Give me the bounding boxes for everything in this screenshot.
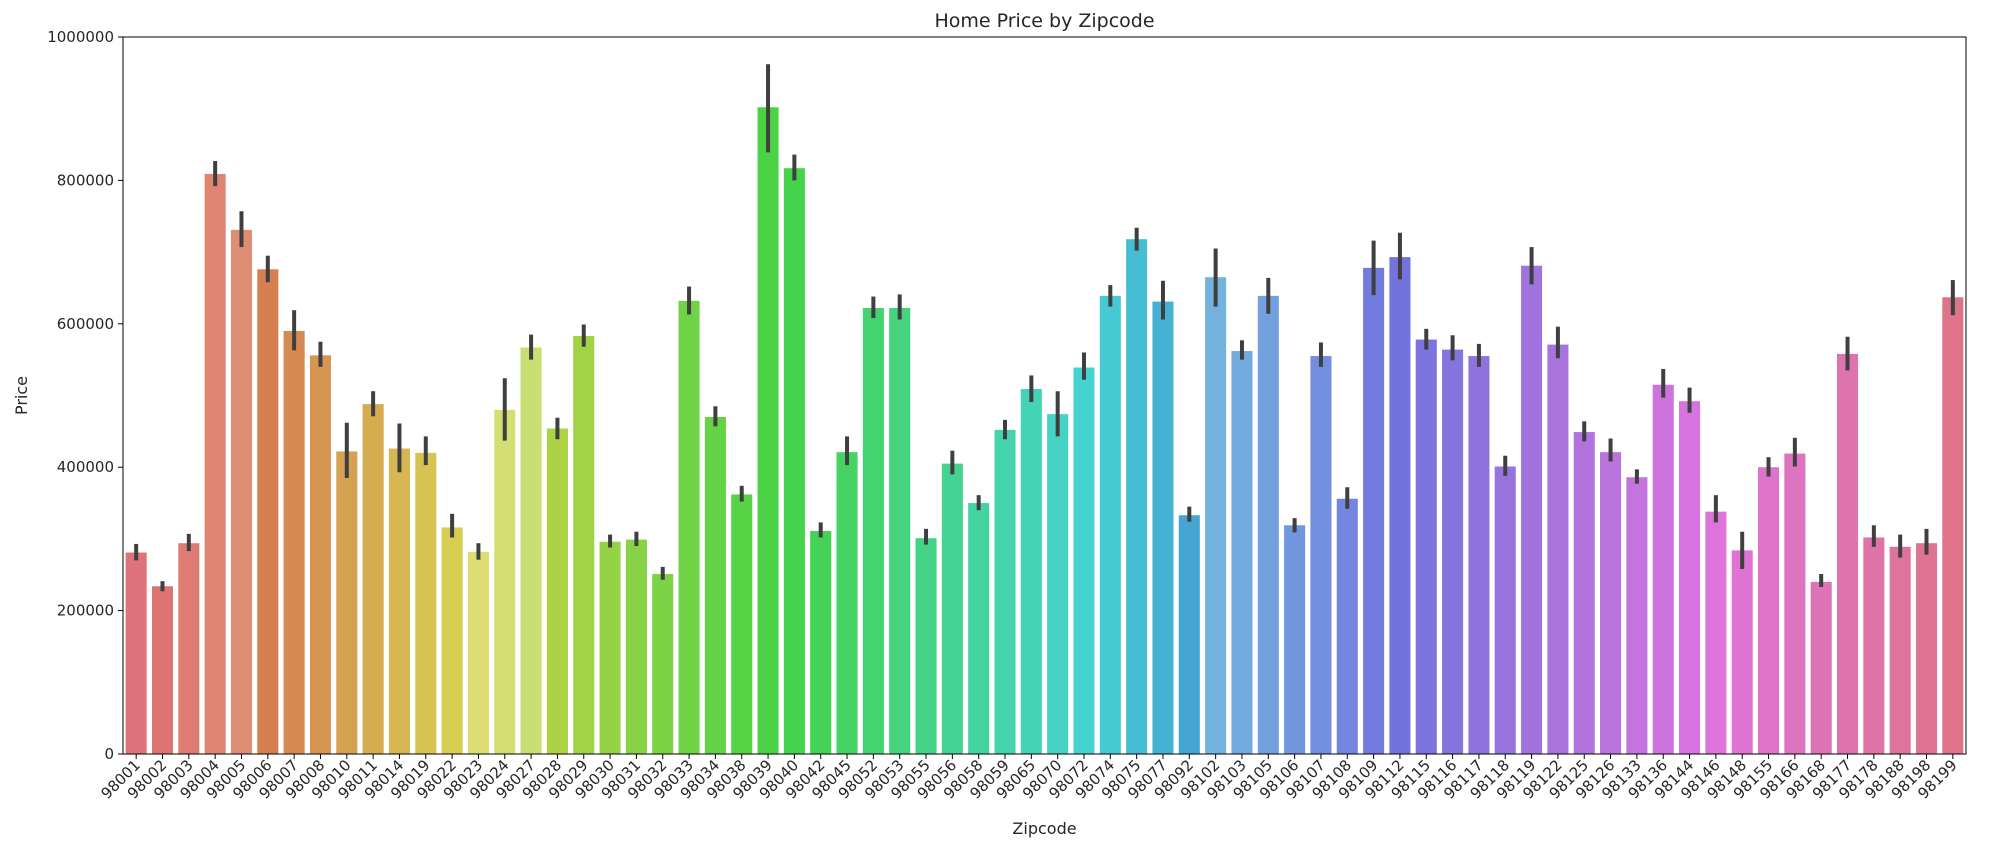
bar-98118 bbox=[1494, 466, 1516, 754]
bar-98074 bbox=[1099, 295, 1121, 754]
bar-98075 bbox=[1126, 239, 1148, 755]
bar-98001 bbox=[125, 552, 147, 754]
bar-98105 bbox=[1257, 295, 1279, 754]
bar-98199 bbox=[1942, 297, 1964, 754]
bar-98014 bbox=[388, 448, 410, 754]
bar-98052 bbox=[862, 308, 884, 754]
bar-98008 bbox=[309, 355, 331, 754]
y-axis: 0 200000 400000 600000 800000 1000000 bbox=[47, 28, 123, 763]
bar-98155 bbox=[1758, 467, 1780, 754]
plot-frame bbox=[122, 36, 1967, 755]
bar-98117 bbox=[1468, 356, 1490, 754]
bar-98148 bbox=[1731, 550, 1753, 754]
bar-98022 bbox=[441, 527, 463, 754]
bar-98055 bbox=[915, 538, 937, 754]
bar-98038 bbox=[731, 494, 753, 754]
bar-98133 bbox=[1626, 477, 1648, 754]
bar-98019 bbox=[415, 452, 437, 754]
bar-98039 bbox=[757, 107, 779, 755]
bar-98108 bbox=[1336, 498, 1358, 754]
bar-98024 bbox=[494, 409, 516, 754]
y-tick-label: 0 bbox=[104, 745, 114, 763]
bar-98136 bbox=[1652, 384, 1674, 754]
x-axis-title: Zipcode bbox=[1012, 819, 1076, 838]
bar-98102 bbox=[1205, 277, 1227, 754]
bar-98023 bbox=[467, 551, 489, 754]
bar-98002 bbox=[151, 586, 174, 754]
bar-98109 bbox=[1363, 267, 1385, 754]
bar-98042 bbox=[810, 531, 832, 754]
y-tick-label: 600000 bbox=[57, 315, 114, 333]
y-tick-label: 200000 bbox=[57, 602, 114, 620]
bar-98059 bbox=[994, 429, 1016, 754]
bar-98065 bbox=[1020, 389, 1042, 754]
y-axis-title: Price bbox=[12, 376, 31, 415]
bar-98122 bbox=[1547, 344, 1569, 754]
bar-98027 bbox=[520, 347, 542, 754]
bar-98077 bbox=[1152, 301, 1174, 754]
bar-98007 bbox=[283, 330, 305, 754]
bar-98198 bbox=[1915, 543, 1938, 754]
bar-98178 bbox=[1863, 537, 1885, 754]
bar-98166 bbox=[1784, 453, 1806, 754]
bar-98032 bbox=[652, 574, 674, 754]
bar-98034 bbox=[704, 417, 726, 754]
bar-98003 bbox=[178, 543, 200, 754]
y-tick-label: 400000 bbox=[57, 458, 114, 476]
bar-98006 bbox=[257, 269, 279, 754]
bar-98010 bbox=[336, 451, 358, 754]
bar-98072 bbox=[1073, 367, 1095, 754]
bar-98168 bbox=[1810, 581, 1832, 754]
bar-98092 bbox=[1178, 515, 1200, 754]
bar-98045 bbox=[836, 452, 858, 754]
bar-98011 bbox=[362, 404, 384, 754]
bar-98005 bbox=[230, 229, 253, 755]
bar-98188 bbox=[1889, 546, 1911, 754]
bar-98125 bbox=[1573, 432, 1595, 754]
bar-98053 bbox=[889, 308, 911, 754]
bar-98040 bbox=[783, 168, 805, 754]
x-axis: 9800198002980039800498005980069800798008… bbox=[98, 754, 1961, 803]
error-bars-layer bbox=[134, 64, 1955, 592]
bar-98112 bbox=[1389, 257, 1411, 754]
bar-98029 bbox=[573, 335, 595, 754]
bar-98177 bbox=[1836, 353, 1859, 754]
bar-98103 bbox=[1231, 351, 1253, 754]
bar-98116 bbox=[1442, 349, 1464, 754]
bar-98070 bbox=[1047, 414, 1069, 754]
bar-98107 bbox=[1310, 356, 1332, 754]
bar-98115 bbox=[1415, 339, 1437, 754]
bar-98144 bbox=[1679, 401, 1701, 754]
bar-98028 bbox=[546, 428, 568, 754]
bar-98126 bbox=[1600, 452, 1622, 754]
bars-layer bbox=[125, 107, 1964, 755]
bar-98033 bbox=[678, 300, 700, 754]
bar-98106 bbox=[1284, 525, 1306, 754]
y-tick-label: 1000000 bbox=[47, 28, 114, 46]
y-tick-label: 800000 bbox=[57, 171, 114, 189]
chart-title: Home Price by Zipcode bbox=[934, 10, 1154, 32]
bar-98056 bbox=[941, 463, 963, 754]
bar-98031 bbox=[625, 539, 647, 754]
bar-98146 bbox=[1705, 511, 1727, 754]
bar-98119 bbox=[1521, 265, 1543, 754]
bar-98058 bbox=[968, 503, 990, 754]
bar-98004 bbox=[204, 173, 226, 754]
bar-98030 bbox=[599, 541, 621, 754]
